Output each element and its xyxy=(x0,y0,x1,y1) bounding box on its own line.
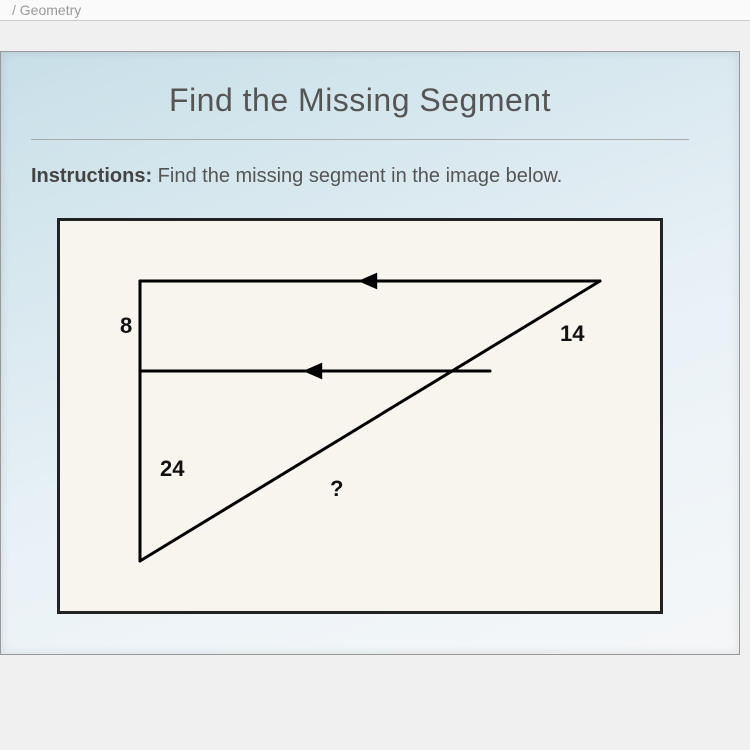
breadcrumb-text: / Geometry xyxy=(12,2,81,18)
label-left-lower: 24 xyxy=(160,456,185,481)
figure-box: 8 14 24 ? xyxy=(57,218,663,614)
label-left-upper: 8 xyxy=(120,313,132,338)
page-area: Find the Missing Segment Instructions: F… xyxy=(0,21,750,665)
breadcrumb-bar: / Geometry xyxy=(0,0,750,21)
title-divider xyxy=(31,139,689,140)
instructions-text: Find the missing segment in the image be… xyxy=(152,165,562,187)
triangle-diagram: 8 14 24 ? xyxy=(60,221,660,611)
label-unknown: ? xyxy=(330,476,343,501)
instructions-label: Instructions: xyxy=(31,165,152,187)
instructions-line: Instructions: Find the missing segment i… xyxy=(31,165,689,188)
lesson-card: Find the Missing Segment Instructions: F… xyxy=(0,51,740,655)
label-right-upper: 14 xyxy=(560,321,585,346)
lesson-title: Find the Missing Segment xyxy=(31,82,689,119)
